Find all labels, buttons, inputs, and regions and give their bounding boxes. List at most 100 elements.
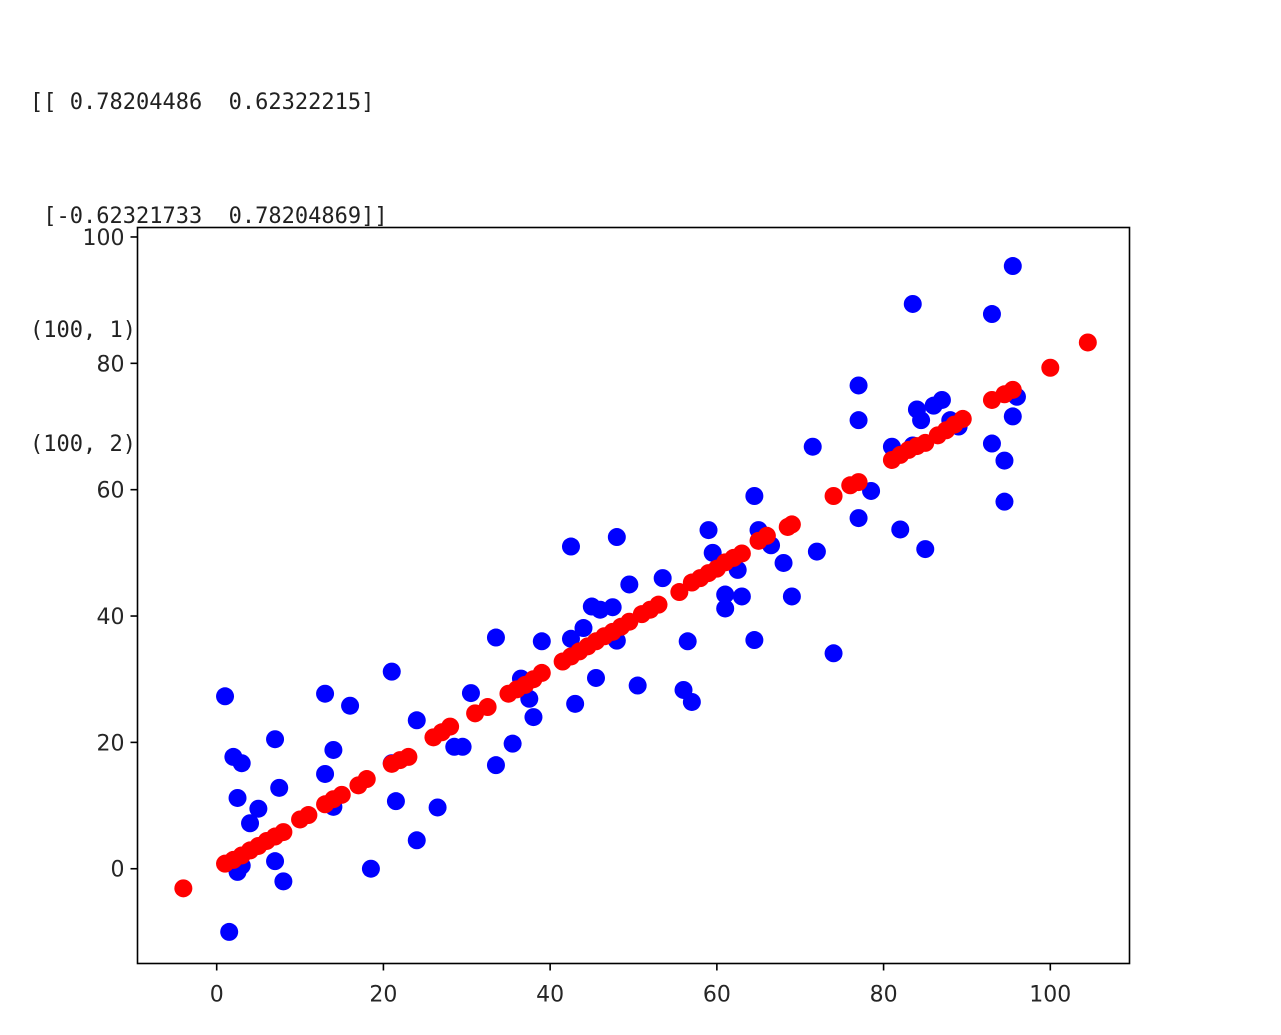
scatter-point-s0-58 bbox=[745, 631, 764, 650]
scatter-point-s0-40 bbox=[586, 668, 605, 687]
scatter-point-s0-17 bbox=[341, 696, 360, 715]
output-line: (100, 2) bbox=[30, 432, 136, 457]
scatter-point-s0-8 bbox=[266, 852, 285, 871]
scatter-point-s0-67 bbox=[849, 411, 868, 430]
x-tick-label: 40 bbox=[536, 983, 564, 1008]
scatter-point-s0-75 bbox=[912, 411, 931, 430]
scatter-point-s0-4 bbox=[241, 814, 260, 833]
scatter-point-s0-83 bbox=[995, 451, 1014, 470]
plot-marks bbox=[174, 257, 1097, 941]
scatter-point-s0-29 bbox=[486, 756, 505, 775]
scatter-point-s0-42 bbox=[603, 598, 622, 617]
scatter-point-s1-8 bbox=[274, 823, 293, 842]
x-tick-label: 60 bbox=[703, 983, 731, 1008]
scatter-point-s0-45 bbox=[620, 575, 639, 594]
scatter-point-s0-71 bbox=[891, 520, 910, 539]
scatter-point-s0-35 bbox=[561, 537, 580, 556]
scatter-point-s1-13 bbox=[332, 785, 351, 804]
scatter-point-s0-56 bbox=[732, 587, 751, 606]
y-tick-label: 80 bbox=[97, 352, 125, 377]
scatter-point-s0-27 bbox=[461, 684, 480, 703]
scatter-point-s0-51 bbox=[699, 521, 718, 540]
scatter-point-s0-38 bbox=[574, 619, 593, 638]
scatter-point-s0-57 bbox=[745, 486, 764, 505]
scatter-point-s1-10 bbox=[299, 806, 318, 825]
scatter-point-s0-21 bbox=[361, 859, 380, 878]
scatter-point-s0-15 bbox=[324, 740, 343, 759]
scatter-point-s0-63 bbox=[803, 437, 822, 456]
scatter-point-s0-52 bbox=[703, 543, 722, 562]
plot-axes: 0 20 40 60 80 100 0 20 40 60 80 100 bbox=[83, 226, 1072, 1008]
scatter-point-s0-62 bbox=[782, 587, 801, 606]
x-tick-label: 80 bbox=[870, 983, 898, 1008]
scatter-point-s0-82 bbox=[982, 434, 1001, 453]
scatter-point-s0-34 bbox=[532, 632, 551, 651]
scatter-point-s0-14 bbox=[316, 764, 335, 783]
scatter-point-s1-0 bbox=[174, 879, 193, 898]
scatter-point-s0-85 bbox=[1003, 257, 1022, 276]
scatter-point-s1-67 bbox=[1003, 380, 1022, 399]
scatter-point-s0-28 bbox=[486, 628, 505, 647]
scatter-point-s0-5 bbox=[249, 799, 268, 818]
scatter-point-s1-21 bbox=[441, 717, 460, 736]
scatter-point-s1-41 bbox=[670, 583, 689, 602]
y-tick-label: 40 bbox=[97, 605, 125, 630]
scatter-point-s0-61 bbox=[774, 553, 793, 572]
cell-output-text: [[ 0.78204486 0.62322215] [-0.62321733 0… bbox=[30, 8, 388, 502]
output-line: (100, 1) bbox=[30, 318, 136, 343]
scatter-point-s1-55 bbox=[849, 473, 868, 492]
scatter-point-s0-65 bbox=[824, 644, 843, 663]
scatter-point-s0-54 bbox=[716, 585, 735, 604]
scatter-point-s1-40 bbox=[649, 595, 668, 614]
scatter-point-s0-7 bbox=[270, 778, 289, 797]
scatter-point-s0-30 bbox=[503, 734, 522, 753]
scatter-point-s0-76 bbox=[916, 540, 935, 559]
output-line: [-0.62321733 0.78204869]] bbox=[30, 204, 388, 229]
x-tick-label: 0 bbox=[210, 983, 224, 1008]
scatter-point-s1-64 bbox=[953, 409, 972, 428]
scatter-point-s0-47 bbox=[653, 569, 672, 588]
scatter-point-s1-53 bbox=[824, 486, 843, 505]
scatter-point-s0-49 bbox=[678, 632, 697, 651]
scatter-point-s0-2 bbox=[232, 754, 251, 773]
scatter-point-s0-10 bbox=[220, 922, 239, 941]
scatter-point-s0-6 bbox=[266, 730, 285, 749]
scatter-point-s0-22 bbox=[407, 711, 426, 730]
scatter-point-s1-50 bbox=[757, 526, 776, 545]
scatter-point-s0-66 bbox=[849, 376, 868, 395]
scatter-point-s0-78 bbox=[932, 390, 951, 409]
scatter-point-s1-28 bbox=[532, 663, 551, 682]
output-line: [[ 0.78204486 0.62322215] bbox=[30, 90, 375, 115]
scatter-point-s0-53 bbox=[716, 599, 735, 618]
scatter-point-s0-0 bbox=[216, 687, 235, 706]
y-tick-label: 0 bbox=[111, 858, 125, 883]
scatter-point-s0-50 bbox=[682, 692, 701, 711]
scatter-point-s1-15 bbox=[357, 770, 376, 789]
scatter-point-s0-68 bbox=[849, 509, 868, 528]
scatter-point-s0-24 bbox=[428, 798, 447, 817]
plot-frame bbox=[136, 226, 1131, 965]
x-tick-label: 20 bbox=[369, 983, 397, 1008]
scatter-point-s0-3 bbox=[228, 788, 247, 807]
scatter-point-s0-64 bbox=[807, 542, 826, 561]
scatter-point-s0-9 bbox=[274, 872, 293, 891]
scatter-point-s1-52 bbox=[782, 515, 801, 534]
scatter-point-s0-13 bbox=[316, 684, 335, 703]
scatter-point-s0-72 bbox=[903, 294, 922, 313]
x-tick-label: 100 bbox=[1029, 983, 1071, 1008]
scatter-point-s0-37 bbox=[566, 694, 585, 713]
scatter-point-s1-23 bbox=[478, 698, 497, 717]
scatter-point-s1-48 bbox=[732, 544, 751, 563]
scatter-point-s1-18 bbox=[399, 747, 418, 766]
scatter-point-s0-86 bbox=[1003, 407, 1022, 426]
scatter-point-s0-20 bbox=[386, 792, 405, 811]
scatter-point-s1-69 bbox=[1078, 333, 1097, 352]
scatter-point-s0-26 bbox=[453, 737, 472, 756]
scatter-point-s0-81 bbox=[982, 305, 1001, 324]
scatter-point-s0-46 bbox=[628, 676, 647, 695]
scatter-point-s0-33 bbox=[524, 708, 543, 727]
scatter-point-s0-23 bbox=[407, 831, 426, 850]
scatter-point-s1-68 bbox=[1041, 358, 1060, 377]
scatter-point-s0-32 bbox=[520, 689, 539, 708]
